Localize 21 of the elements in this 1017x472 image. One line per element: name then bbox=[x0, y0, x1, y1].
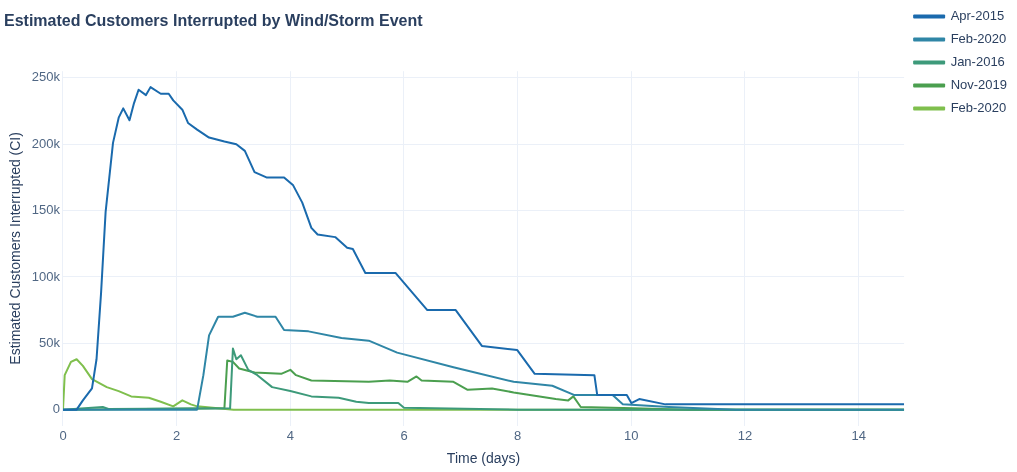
x-axis-title: Time (days) bbox=[446, 450, 521, 467]
y-tick-label: 100k bbox=[31, 268, 61, 284]
y-tick-label: 250k bbox=[31, 69, 61, 85]
x-tick-label: 10 bbox=[624, 427, 639, 443]
legend-label: Apr-2015 bbox=[950, 8, 1005, 24]
legend-label: Feb-2020 bbox=[950, 100, 1007, 116]
legend-label: Jan-2016 bbox=[950, 54, 1005, 70]
x-tick-label: 4 bbox=[286, 427, 294, 443]
x-tick-label: 14 bbox=[851, 427, 866, 443]
x-tick-label: 2 bbox=[173, 427, 181, 443]
x-tick-label: 6 bbox=[400, 427, 408, 443]
y-axis-title: Estimated Customers Interrupted (CI) bbox=[7, 132, 24, 365]
legend-label: Feb-2020 bbox=[950, 31, 1007, 47]
chart-title: Estimated Customers Interrupted by Wind/Storm Event bbox=[4, 12, 424, 30]
x-tick-label: 12 bbox=[737, 427, 753, 443]
legend-label: Nov-2019 bbox=[950, 77, 1008, 93]
x-tick-label: 8 bbox=[514, 427, 522, 443]
y-tick-label: 150k bbox=[31, 202, 61, 218]
y-tick-label: 200k bbox=[31, 135, 61, 151]
y-tick-label: 50k bbox=[39, 334, 61, 350]
y-tick-label: 0 bbox=[52, 401, 60, 417]
